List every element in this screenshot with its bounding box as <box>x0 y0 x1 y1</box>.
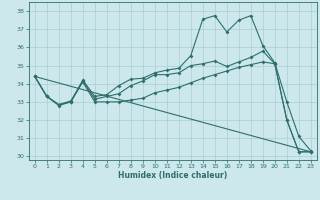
X-axis label: Humidex (Indice chaleur): Humidex (Indice chaleur) <box>118 171 228 180</box>
